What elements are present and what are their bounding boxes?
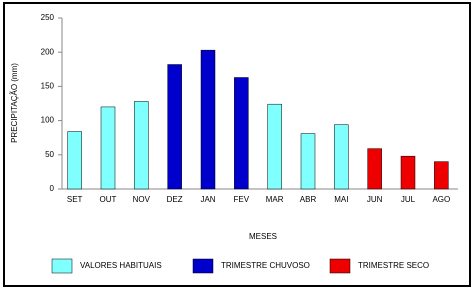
y-tick-label: 250 <box>41 13 55 22</box>
x-tick-label: DEZ <box>167 195 183 204</box>
legend-swatch <box>192 258 214 274</box>
x-tick-label: JAN <box>200 195 215 204</box>
y-tick-label: 150 <box>41 82 55 91</box>
bar <box>334 124 349 190</box>
bar <box>67 131 82 190</box>
x-axis-label: MESES <box>249 232 277 241</box>
y-tick-label: 200 <box>41 47 55 56</box>
x-tick-label: OUT <box>100 195 117 204</box>
legend-swatch <box>329 258 351 274</box>
x-tick-label: FEV <box>234 195 250 204</box>
y-tick-label: 50 <box>45 150 54 159</box>
x-tick-label: AGO <box>432 195 450 204</box>
legend-label: TRIMESTRE CHUVOSO <box>221 261 310 270</box>
bar <box>200 49 216 190</box>
x-tick-label: MAR <box>266 195 284 204</box>
x-tick-label: MAI <box>334 195 348 204</box>
bar <box>167 64 182 190</box>
bar <box>100 106 116 190</box>
x-tick-label: JUN <box>367 195 383 204</box>
legend-label: VALORES HABITUAIS <box>80 261 162 270</box>
bar <box>434 161 449 190</box>
frame <box>3 2 471 287</box>
y-tick-label: 0 <box>50 184 55 193</box>
x-tick-label: SET <box>67 195 83 204</box>
bar <box>134 101 149 190</box>
bar <box>300 133 316 190</box>
x-tick-label: NOV <box>133 195 151 204</box>
bar <box>367 148 382 190</box>
legend-label: TRIMESTRE SECO <box>358 261 429 270</box>
y-tick-label: 100 <box>41 116 55 125</box>
bar <box>267 103 282 190</box>
bar <box>234 77 249 190</box>
x-tick-label: JUL <box>401 195 416 204</box>
bar <box>400 155 416 190</box>
x-tick-label: ABR <box>300 195 317 204</box>
legend-swatch <box>51 258 73 274</box>
y-axis-label: PRECIPITAÇÃO (mm) <box>10 63 19 143</box>
